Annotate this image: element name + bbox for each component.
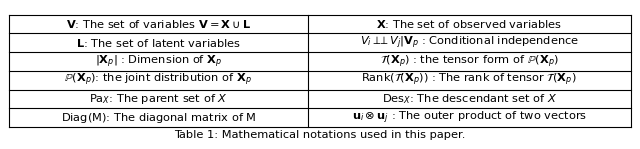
Text: $\mathbf{L}$: The set of latent variables: $\mathbf{L}$: The set of latent variable… <box>76 37 241 49</box>
Text: $\mathbf{V}$: The set of variables $\mathbf{V} = \mathbf{X} \cup \mathbf{L}$: $\mathbf{V}$: The set of variables $\mat… <box>66 18 251 30</box>
Text: $V_i \perp\!\!\!\perp V_j|\mathbf{V}_p$ : Conditional independence: $V_i \perp\!\!\!\perp V_j|\mathbf{V}_p$ … <box>360 35 579 51</box>
Text: $|\mathbf{X}_p|$ : Dimension of $\mathbf{X}_p$: $|\mathbf{X}_p|$ : Dimension of $\mathbf… <box>95 53 222 70</box>
Text: $\mathrm{Diag}(\mathrm{M})$: The diagonal matrix of M: $\mathrm{Diag}(\mathrm{M})$: The diagona… <box>61 111 256 125</box>
Text: $\mathbb{P}(\mathbf{X}_p)$: the joint distribution of $\mathbf{X}_p$: $\mathbb{P}(\mathbf{X}_p)$: the joint di… <box>65 72 252 88</box>
Text: $\mathrm{Rank}(\mathcal{T}(\mathbf{X}_p))$ : The rank of tensor $\mathcal{T}(\ma: $\mathrm{Rank}(\mathcal{T}(\mathbf{X}_p)… <box>362 72 577 88</box>
Text: $\mathrm{Pa}_X$: The parent set of $X$: $\mathrm{Pa}_X$: The parent set of $X$ <box>89 92 228 106</box>
Text: $\mathcal{T}(\mathbf{X}_p)$ : the tensor form of $\mathbb{P}(\mathbf{X}_p)$: $\mathcal{T}(\mathbf{X}_p)$ : the tensor… <box>380 53 559 70</box>
Text: $\mathbf{X}$: The set of observed variables: $\mathbf{X}$: The set of observed variab… <box>376 18 563 30</box>
Text: $\mathbf{u}_i \otimes \mathbf{u}_j$ : The outer product of two vectors: $\mathbf{u}_i \otimes \mathbf{u}_j$ : Th… <box>352 110 587 126</box>
Text: Table 1: Mathematical notations used in this paper.: Table 1: Mathematical notations used in … <box>174 130 466 140</box>
Text: $\mathrm{Des}_X$: The descendant set of $X$: $\mathrm{Des}_X$: The descendant set of … <box>381 92 557 106</box>
